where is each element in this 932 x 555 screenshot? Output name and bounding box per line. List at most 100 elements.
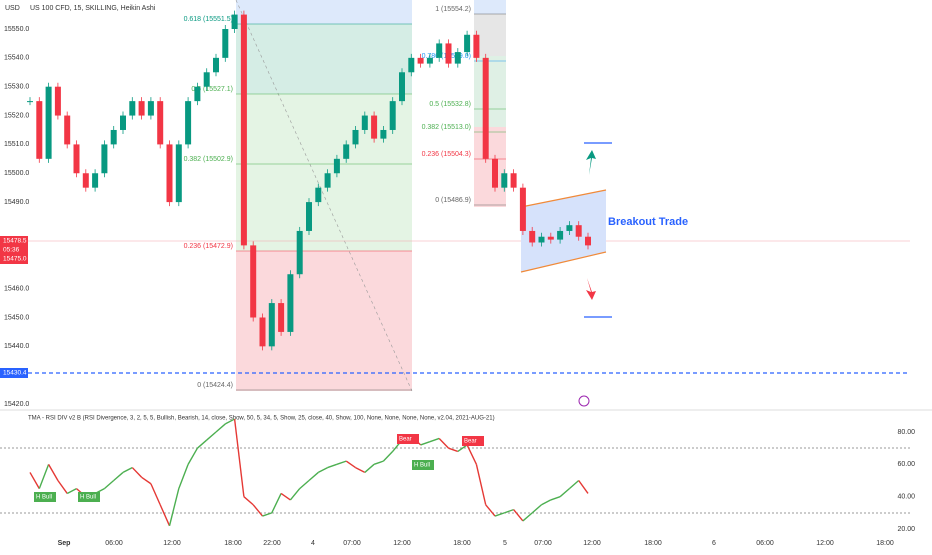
fib-label: 0.618 (15551.5)	[184, 16, 233, 23]
rsi-segment	[122, 466, 133, 474]
candle	[306, 202, 312, 231]
signal-label: Bear	[399, 437, 412, 443]
candle	[315, 187, 322, 203]
candle	[557, 230, 564, 240]
candle	[222, 29, 229, 58]
rsi-segment	[252, 504, 264, 517]
candle	[426, 57, 433, 64]
candle	[454, 52, 461, 64]
time-label: 06:00	[756, 540, 774, 547]
candle	[27, 101, 33, 103]
signal-bg	[34, 492, 56, 502]
fib-label: 1 (15554.2)	[435, 6, 471, 13]
rsi-segment	[448, 447, 459, 453]
signal-bg	[78, 492, 100, 502]
candle	[482, 57, 489, 159]
fib-label: 0.236 (15472.9)	[184, 243, 233, 250]
candle	[45, 86, 52, 159]
rsi-segment	[438, 437, 450, 449]
candle	[547, 236, 554, 240]
prev-price: 15475.0	[3, 256, 27, 263]
last-price: 15478.5	[3, 238, 27, 245]
rsi-segment	[466, 444, 478, 465]
candle	[73, 144, 80, 174]
candle	[380, 129, 387, 139]
signal-bg	[412, 460, 434, 470]
candle	[185, 101, 192, 145]
indicator-title: TMA - RSI DIV v2 B (RSI Divergence, 3, 2…	[28, 416, 495, 422]
candle	[501, 173, 508, 188]
fib-label: 0.236 (15504.3)	[422, 151, 471, 158]
price-tick-label: 15490.0	[4, 199, 29, 206]
candle	[389, 101, 396, 130]
rsi-segment	[47, 463, 59, 481]
rsi-segment	[559, 488, 570, 498]
candle	[492, 158, 498, 188]
candle	[585, 236, 591, 246]
time-label: 07:00	[343, 540, 361, 547]
annotation: Breakout Trade	[608, 216, 688, 228]
candle	[371, 115, 378, 139]
candle	[213, 57, 219, 73]
currency: USD	[5, 5, 20, 12]
time-label: 06:00	[105, 540, 123, 547]
last-price-bg	[0, 236, 28, 246]
rsi-segment	[541, 499, 552, 506]
candle	[259, 317, 266, 347]
channel	[521, 190, 606, 272]
rsi-segment	[522, 512, 533, 522]
candle	[120, 115, 126, 130]
rsi-segment	[494, 512, 505, 517]
rsi-segment	[513, 509, 524, 522]
rsi-segment	[150, 483, 161, 506]
fib-label: 0 (15486.9)	[435, 197, 471, 204]
symbol: US 100 CFD, 15, SKILLING, Heikin Ashi	[30, 5, 156, 12]
rsi-segment	[66, 487, 77, 495]
fib-zone	[474, 56, 506, 127]
rsi-segment	[178, 464, 189, 489]
candle	[175, 144, 182, 203]
rsi-segment	[504, 508, 514, 514]
signal-label: Bear	[464, 439, 477, 445]
rsi-segment	[113, 471, 124, 482]
rsi-segment	[568, 479, 580, 490]
candle	[36, 101, 43, 159]
candle	[110, 129, 117, 145]
rsi-segment	[475, 464, 487, 505]
time-label: 5	[503, 540, 507, 547]
candle	[343, 144, 350, 159]
price-tick-label: 15460.0	[4, 285, 29, 292]
candle	[464, 34, 471, 53]
rsi-segment	[159, 504, 171, 527]
channel-edge	[520, 189, 607, 208]
rsi-segment	[141, 476, 152, 485]
time-label: 4	[311, 540, 315, 547]
rsi-tick-label: 60.00	[897, 461, 915, 468]
arrow-up	[586, 150, 596, 175]
rsi-segment	[550, 496, 561, 501]
candle	[287, 274, 294, 332]
fib-zone	[474, 127, 506, 207]
rsi-segment	[317, 466, 328, 474]
rsi-segment	[382, 450, 394, 462]
rsi-segment	[262, 512, 273, 517]
candle	[324, 173, 331, 188]
rsi-segment	[280, 492, 291, 501]
candle	[445, 43, 452, 64]
candle	[268, 303, 275, 347]
fib-label: 0.382 (15502.9)	[184, 156, 233, 163]
price-tick-label: 15440.0	[4, 343, 29, 350]
time-label: 18:00	[453, 540, 471, 547]
candle	[138, 101, 145, 116]
prev-price-bg	[0, 254, 28, 264]
rsi-segment	[215, 423, 226, 433]
candle	[278, 303, 285, 332]
time-label: 07:00	[534, 540, 552, 547]
time-label: 12:00	[583, 540, 601, 547]
signal-label: H Bull	[414, 463, 430, 469]
countdown: 05:36	[3, 247, 20, 254]
candle	[575, 225, 582, 237]
arrow-down	[586, 278, 596, 300]
price-tick-label: 15520.0	[4, 112, 29, 119]
